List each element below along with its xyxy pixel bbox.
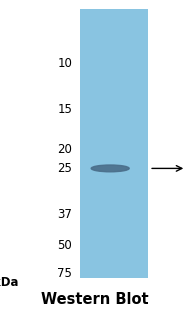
Ellipse shape (91, 165, 129, 172)
Text: Western Blot: Western Blot (41, 292, 149, 307)
Text: 37: 37 (57, 208, 72, 221)
Text: 15: 15 (57, 103, 72, 116)
Text: 10: 10 (57, 57, 72, 70)
Text: 50: 50 (57, 239, 72, 252)
Bar (80, 9, 148, 278)
Text: kDa: kDa (0, 276, 19, 289)
Text: 75: 75 (57, 267, 72, 280)
Text: 20: 20 (57, 143, 72, 156)
Text: 25: 25 (57, 162, 72, 175)
